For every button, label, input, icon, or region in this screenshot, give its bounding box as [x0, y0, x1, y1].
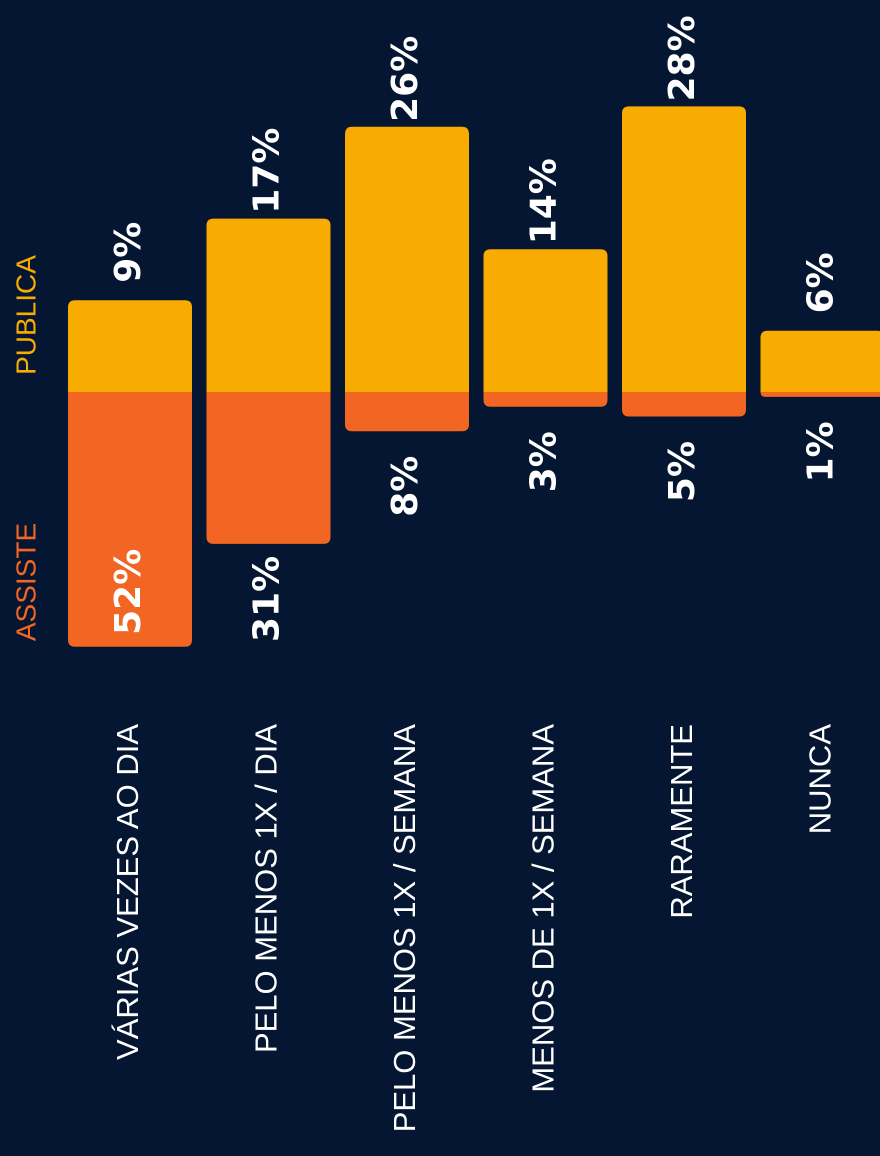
bar — [483, 392, 608, 407]
bar — [760, 330, 880, 392]
bar — [68, 300, 192, 392]
value-label: 3% — [524, 431, 565, 492]
category-label: NUNCA — [803, 724, 838, 835]
value-label: 26% — [385, 36, 426, 122]
value-label: 1% — [801, 421, 842, 482]
value-label: 28% — [662, 15, 703, 101]
bar — [483, 249, 608, 392]
value-label: 17% — [247, 128, 288, 214]
value-label: 9% — [108, 222, 149, 283]
category-label: MENOS DE 1X / SEMANA — [526, 724, 561, 1093]
bar — [760, 392, 880, 397]
category-label: PELO MENOS 1X / SEMANA — [387, 724, 422, 1133]
value-label: 31% — [247, 556, 288, 642]
value-label: 5% — [662, 441, 703, 502]
bar — [345, 126, 469, 393]
bar — [206, 218, 331, 392]
bar — [622, 106, 746, 393]
bar — [206, 392, 331, 544]
legend-label: PUBLICA — [10, 255, 41, 375]
value-label: 52% — [108, 549, 149, 635]
bar — [622, 392, 746, 417]
bar — [345, 392, 469, 432]
category-label: RARAMENTE — [664, 724, 699, 919]
value-label: 6% — [801, 252, 842, 313]
category-label: VÁRIAS VEZES AO DIA — [110, 724, 145, 1060]
value-label: 14% — [524, 158, 565, 244]
bar — [68, 392, 192, 647]
legend-label: ASSISTE — [10, 523, 41, 641]
value-label: 8% — [385, 456, 426, 517]
category-label: PELO MENOS 1X / DIA — [249, 724, 284, 1053]
